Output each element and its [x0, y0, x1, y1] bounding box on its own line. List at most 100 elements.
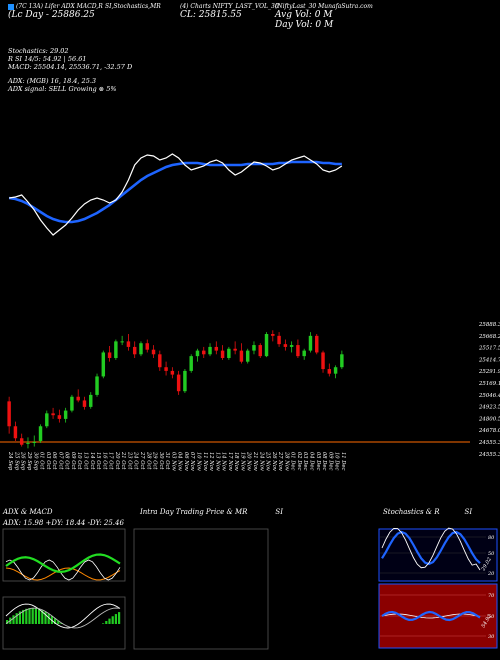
candle-body: [89, 394, 93, 407]
rsi-tick-label: 50: [488, 614, 495, 620]
adx-line: [5, 559, 121, 581]
candle-body: [164, 367, 168, 371]
date-tick-label: 27 Nov: [277, 451, 283, 471]
candle-body: [176, 374, 181, 392]
si-prefix: R: [8, 55, 13, 63]
header-col4-line3: Day Vol: 0 M: [275, 20, 334, 30]
rsi-tick-label: 70: [488, 593, 495, 599]
date-tick-label: 12 Nov: [208, 452, 214, 471]
date-tick-label: 04 Nov: [177, 452, 183, 471]
price-tick-label: 25888.35: [478, 322, 500, 328]
adx-panel: [2, 528, 126, 582]
header-col2-line1: SI,Stochastics,MR: [105, 3, 161, 10]
intra-title-text: Intra Day Trading Price & MR: [140, 508, 248, 516]
date-tick-label: 08 Dec: [321, 452, 327, 470]
candle-body: [126, 341, 131, 347]
date-tick-label: 09 Oct: [70, 452, 76, 470]
macd-histogram-bar: [41, 610, 44, 624]
macd-histogram-bar: [57, 620, 60, 624]
date-tick-label: 30 Oct: [158, 452, 164, 470]
date-tick-label: 21 Nov: [252, 451, 258, 471]
date-tick-label: 18 Nov: [233, 452, 239, 471]
candle-body: [51, 413, 55, 416]
si-chart: [8, 153, 343, 236]
price-tick-label: 25046.45: [478, 393, 500, 399]
date-tick-label: 19 Nov: [239, 452, 245, 471]
macd-histogram-bar: [12, 615, 15, 624]
macd-line: [5, 603, 121, 629]
candle-body: [252, 345, 256, 351]
panel-adx-title: ADX & MACD: [3, 508, 53, 516]
candle-body: [38, 426, 43, 442]
macd-signal-line: [5, 607, 121, 629]
candle-body: [327, 369, 332, 374]
date-tick-label: 01 Oct: [39, 452, 45, 470]
date-tick-label: 16 Oct: [101, 452, 107, 470]
candle-body: [170, 370, 175, 375]
macd-histogram-bar: [28, 608, 31, 624]
candle-body: [101, 352, 106, 377]
price-tick-label: 24923.5: [478, 405, 500, 411]
intra-title-suffix: SI: [275, 508, 283, 516]
candle-body: [158, 354, 162, 368]
date-tick-label: 26 Nov: [271, 451, 277, 471]
date-tick-label: 30 Sep: [32, 452, 38, 471]
date-tick-label: 10 Dec: [334, 452, 340, 470]
header-col1-line2: (Lc Day - 25886.25: [8, 10, 95, 20]
candle-body: [340, 354, 344, 368]
candle-body: [195, 350, 200, 357]
candle-body: [183, 370, 187, 392]
candle-body: [114, 341, 118, 358]
price-tick-label: 24800.5: [478, 416, 500, 422]
candle-body: [220, 350, 225, 358]
date-tick-label: 24 Oct: [133, 451, 139, 470]
price-tick-label: 25169.1: [478, 381, 500, 387]
intraday-panel: [133, 528, 269, 650]
macd-histogram-bar: [22, 609, 25, 624]
date-tick-label: 28 Oct: [145, 451, 151, 470]
stoch-title-text: Stochastics & R: [383, 508, 440, 516]
date-tick-label: 25 Nov: [265, 451, 271, 471]
date-tick-label: 09 Dec: [327, 452, 333, 470]
macd-histogram-bar: [102, 623, 105, 624]
date-tick-label: 20 Oct: [114, 451, 120, 470]
candle-body: [245, 350, 250, 362]
header-col2: SI,Stochastics,MR: [105, 3, 161, 10]
stoch-tick-label: 20: [487, 571, 495, 577]
panel-stoch-title: Stochastics & R SI: [383, 508, 472, 516]
macd-histogram-bar: [18, 611, 21, 624]
adx-signal: ADX signal: SELL Growing ⊗ 5%: [8, 85, 117, 93]
date-tick-label: 10 Nov: [195, 452, 201, 471]
header-col3-line2: CL: 25815.55: [180, 10, 242, 20]
date-tick-label: 13 Nov: [214, 452, 220, 471]
panel-adx-values: ADX: 15.98 +DY: 18.44 -DY: 25.46: [3, 519, 124, 527]
candle-body: [202, 350, 206, 355]
stoch-tick-label: 50: [488, 551, 495, 557]
macd-histogram-bar: [111, 616, 114, 624]
candle-body: [271, 333, 275, 336]
macd-histogram-bar: [31, 608, 34, 624]
candle-body: [315, 335, 319, 353]
date-tick-label: 29 Sep: [26, 451, 32, 471]
candle-body: [45, 413, 49, 427]
date-tick-label: 29 Oct: [152, 451, 158, 470]
date-tick-label: 10 Oct: [76, 452, 82, 470]
date-tick-label: 15 Oct: [95, 452, 101, 470]
candle-body: [95, 376, 99, 395]
candle-body: [189, 356, 193, 371]
candle-body: [7, 401, 11, 427]
candle-body: [139, 343, 143, 355]
macd-histogram-bar: [34, 608, 37, 624]
candle-body: [57, 415, 62, 419]
adx-minus-di-line: [5, 567, 121, 581]
date-tick-label: 03 Nov: [170, 452, 176, 471]
header-col4-line2: Avg Vol: 0 M: [275, 10, 333, 20]
adx-plus-di-line: [5, 553, 121, 573]
stoch-k-line: [381, 527, 481, 571]
legend-swatch: [8, 3, 14, 10]
candle-body: [13, 426, 18, 439]
candle-body: [277, 335, 281, 345]
candle-body: [264, 333, 269, 357]
stoch-tick-label: 80: [488, 535, 495, 541]
